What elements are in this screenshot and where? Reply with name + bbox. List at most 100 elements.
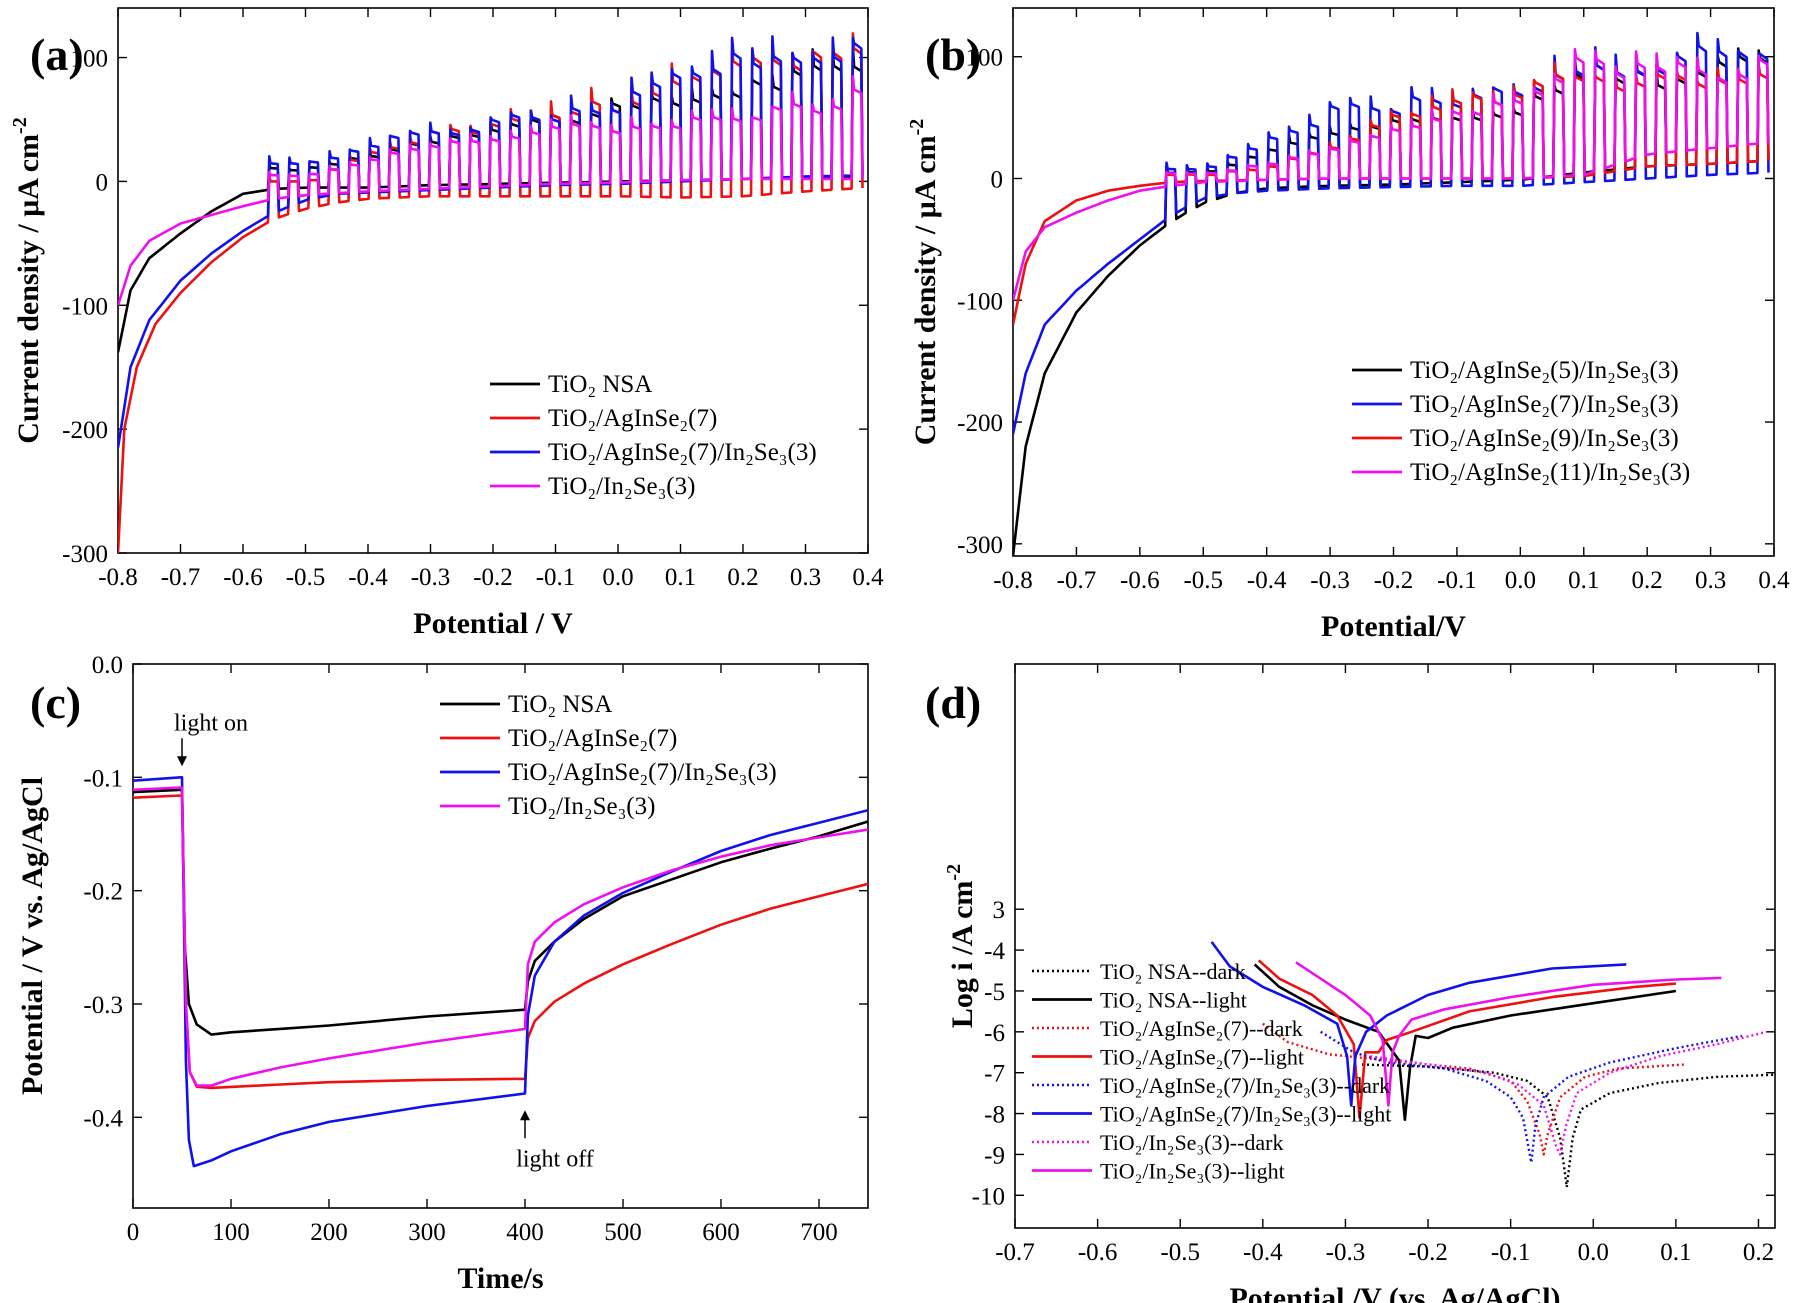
x-tick-label: 500 (604, 1219, 642, 1246)
x-tick-label: -0.5 (286, 564, 326, 591)
series-line (118, 75, 864, 306)
y-axis-title-superscript: -2 (906, 119, 928, 136)
x-tick-label: -0.1 (536, 564, 576, 591)
panel-letter: (d) (925, 677, 981, 728)
series-line (133, 776, 868, 1168)
x-tick-label: -0.3 (411, 564, 451, 591)
panel-letter: (b) (925, 29, 981, 80)
legend-label: TiO₂/AgInSe₂(7)--dark (1100, 1016, 1303, 1041)
plot-area (133, 776, 868, 1168)
legend-label: TiO₂/AgInSe₂(7)/In₂Se₃(3)--light (1100, 1102, 1391, 1127)
y-axis-title: Current density / μA cm-2 (906, 119, 942, 445)
plot-area (1210, 941, 1775, 1189)
x-tick-label: 100 (212, 1219, 250, 1246)
y-tick-label: -7 (984, 1061, 1005, 1088)
x-tick-label: 0 (127, 1219, 140, 1246)
x-tick-label: -0.6 (1120, 567, 1160, 594)
y-tick-label: -200 (62, 417, 108, 444)
annotation-label: light off (516, 1146, 594, 1172)
x-tick-label: -0.7 (1057, 567, 1097, 594)
y-tick-label: -100 (62, 293, 108, 320)
plot-frame (1014, 663, 1776, 1229)
x-tick-label: -0.8 (993, 567, 1033, 594)
y-tick-label: -4 (984, 938, 1005, 965)
series-line (1210, 941, 1627, 1107)
series-line (1253, 963, 1677, 1121)
series-line (133, 788, 868, 1036)
y-tick-label: -0.2 (83, 879, 123, 906)
y-tick-label: -0.1 (83, 765, 123, 792)
y-tick-label: -9 (984, 1142, 1005, 1169)
x-tick-label: -0.8 (98, 564, 138, 591)
y-axis-title: Potential / V vs. Ag/AgCl (16, 777, 49, 1095)
x-tick-label: -0.5 (1183, 567, 1223, 594)
x-tick-label: -0.6 (1078, 1239, 1118, 1266)
x-tick-label: 0.1 (1660, 1239, 1691, 1266)
x-tick-label: -0.2 (473, 564, 513, 591)
x-tick-label: 0.2 (727, 564, 758, 591)
legend-label: TiO₂/AgInSe₂(7)/In₂Se₃(3) (548, 439, 817, 466)
y-tick-label: -10 (972, 1183, 1005, 1210)
panel-letter: (a) (30, 29, 84, 80)
y-axis-title-superscript: -2 (9, 117, 31, 134)
x-tick-label: 0.1 (665, 564, 696, 591)
y-tick-label: -100 (957, 288, 1003, 315)
x-tick-label: -0.1 (1437, 567, 1477, 594)
y-tick-label: 3 (993, 897, 1006, 924)
x-tick-label: 700 (800, 1219, 838, 1246)
x-tick-label: 0.0 (602, 564, 633, 591)
plot-frame (132, 663, 869, 1209)
x-tick-label: 0.3 (790, 564, 821, 591)
chart-panel-3: (c) 0 100 200 300 400 500 600 700 0.0 -0.1 -0.2 -0.3… (16, 652, 869, 1295)
y-axis-title-superscript: -2 (943, 864, 965, 881)
x-tick-label: 0.4 (852, 564, 884, 591)
y-tick-label: 100 (71, 46, 109, 73)
legend-label: TiO₂/AgInSe₂(7) (508, 725, 677, 752)
x-tick-label: 300 (408, 1219, 446, 1246)
y-tick-label: 0.0 (92, 652, 123, 679)
x-tick-label: -0.3 (1310, 567, 1350, 594)
y-tick-label: -5 (984, 979, 1005, 1006)
chart-panel-4: (d) -0.7 -0.6 -0.5 -0.4 -0.3 -0.2 -0.1 0.0 0.1 0.2… (925, 663, 1776, 1303)
x-tick-label: 0.2 (1632, 567, 1663, 594)
y-tick-label: 100 (966, 45, 1004, 72)
legend-label: TiO₂/In₂Se₃(3)--light (1100, 1159, 1285, 1184)
x-tick-label: -0.7 (995, 1239, 1035, 1266)
x-tick-label: -0.3 (1326, 1239, 1366, 1266)
y-tick-label: -0.4 (83, 1105, 123, 1132)
legend-label: TiO₂/AgInSe₂(7) (548, 405, 717, 432)
x-tick-label: -0.4 (1243, 1239, 1283, 1266)
legend-label: TiO₂/AgInSe₂(7)/In₂Se₃(3) (508, 759, 777, 786)
annotation-arrowhead (177, 756, 187, 767)
legend-label: TiO₂/AgInSe₂(7)--light (1100, 1045, 1304, 1070)
plot-area (118, 32, 864, 553)
x-tick-label: 400 (506, 1219, 544, 1246)
y-tick-label: 0 (991, 166, 1004, 193)
x-tick-label: -0.6 (223, 564, 263, 591)
panel-letter: (c) (30, 677, 81, 728)
legend-label: TiO₂/AgInSe₂(5)/In₂Se₃(3) (1410, 357, 1679, 384)
plot-frame (117, 7, 869, 554)
y-tick-label: -200 (957, 410, 1003, 437)
series-line (1262, 1022, 1685, 1156)
chart-panel-2: (b) -0.8 -0.7 -0.6 -0.5 -0.4 -0.3 -0.2 -0.1 0.0 0.… (906, 7, 1790, 643)
y-tick-label: -6 (984, 1020, 1005, 1047)
x-tick-label: -0.4 (348, 564, 388, 591)
legend-label: TiO₂/In₂Se₃(3) (508, 793, 655, 820)
series-line (1370, 1030, 1767, 1156)
legend-label: TiO₂ NSA--dark (1100, 959, 1246, 984)
series-line (1320, 1030, 1743, 1164)
x-tick-label: -0.1 (1491, 1239, 1531, 1266)
legend-label: TiO₂/AgInSe₂(11)/In₂Se₃(3) (1410, 459, 1690, 486)
y-tick-label: -300 (62, 541, 108, 568)
y-tick-label: -8 (984, 1102, 1005, 1129)
series-line (1257, 959, 1677, 1119)
y-tick-label: -0.3 (83, 992, 123, 1019)
x-tick-label: -0.5 (1160, 1239, 1200, 1266)
legend-label: TiO₂ NSA (548, 371, 652, 398)
x-tick-label: 0.4 (1758, 567, 1790, 594)
legend-label: TiO₂/AgInSe₂(7)/In₂Se₃(3)--dark (1100, 1073, 1390, 1098)
x-tick-label: 0.1 (1568, 567, 1599, 594)
legend-label: TiO₂ NSA--light (1100, 988, 1247, 1013)
x-tick-label: 0.0 (1505, 567, 1536, 594)
